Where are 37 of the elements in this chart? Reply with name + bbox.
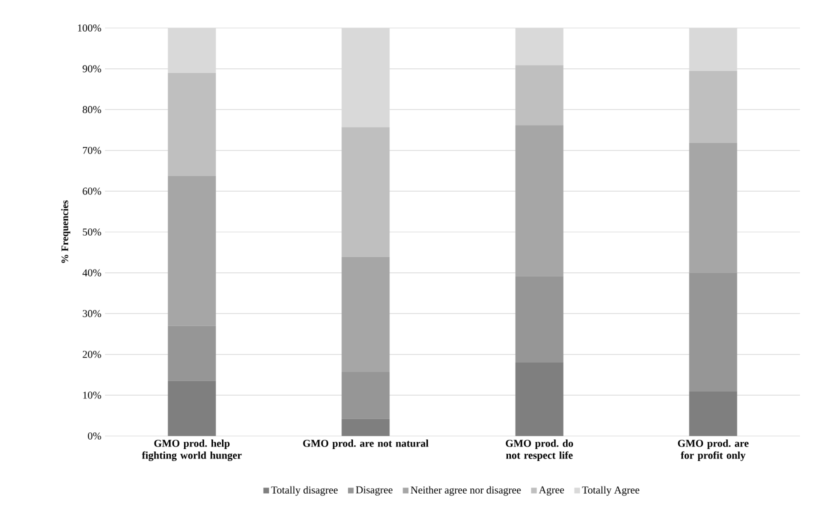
y-tick-label: 40% xyxy=(82,269,102,276)
bar xyxy=(342,418,390,436)
bar xyxy=(689,272,738,392)
y-tick-label: 30% xyxy=(82,310,102,318)
legend-label: Totally Agree xyxy=(582,486,640,496)
bar xyxy=(689,70,738,144)
bar xyxy=(515,362,564,436)
y-axis-title: % Frequencies xyxy=(61,200,70,263)
bar xyxy=(168,326,216,381)
bar xyxy=(515,276,564,362)
bar xyxy=(168,380,216,436)
legend-label: Totally disagree xyxy=(271,486,338,496)
x-tick-label: GMO prod. are for profit only xyxy=(678,440,749,461)
legend-label: Disagree xyxy=(356,486,392,496)
legend-label: Neither agree nor disagree xyxy=(410,486,521,496)
bar xyxy=(342,127,390,257)
bar xyxy=(342,256,390,372)
y-tick-label: 0% xyxy=(88,432,102,440)
x-tick-label: GMO prod. help fighting world hunger xyxy=(142,440,242,462)
bar xyxy=(689,143,738,273)
y-tick-label: 20% xyxy=(82,350,102,358)
x-tick-label: GMO prod. do not respect life xyxy=(506,440,574,461)
y-tick-label: 90% xyxy=(82,65,102,72)
bar xyxy=(168,176,216,326)
bar xyxy=(342,372,390,419)
y-tick-label: 10% xyxy=(83,392,102,399)
y-tick-label: 70% xyxy=(82,146,102,154)
bar xyxy=(515,65,564,126)
y-tick-label: 80% xyxy=(82,106,102,114)
bar xyxy=(168,72,216,176)
bar xyxy=(689,391,738,436)
y-tick-label: 100% xyxy=(78,24,102,32)
x-tick-label: GMO prod. are not natural xyxy=(303,440,428,449)
legend-label: Agree xyxy=(538,486,564,496)
y-tick-label: 50% xyxy=(82,228,102,236)
y-tick-label: 60% xyxy=(82,188,102,195)
bar xyxy=(515,125,564,276)
